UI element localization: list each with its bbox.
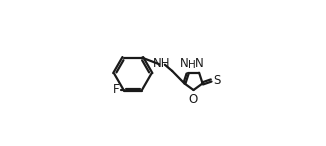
Text: O: O (189, 93, 198, 106)
Text: N: N (195, 57, 204, 70)
Text: NH: NH (153, 57, 171, 70)
Text: S: S (214, 74, 221, 87)
Text: H: H (187, 60, 195, 70)
Text: N: N (180, 57, 188, 70)
Text: F: F (112, 83, 119, 96)
